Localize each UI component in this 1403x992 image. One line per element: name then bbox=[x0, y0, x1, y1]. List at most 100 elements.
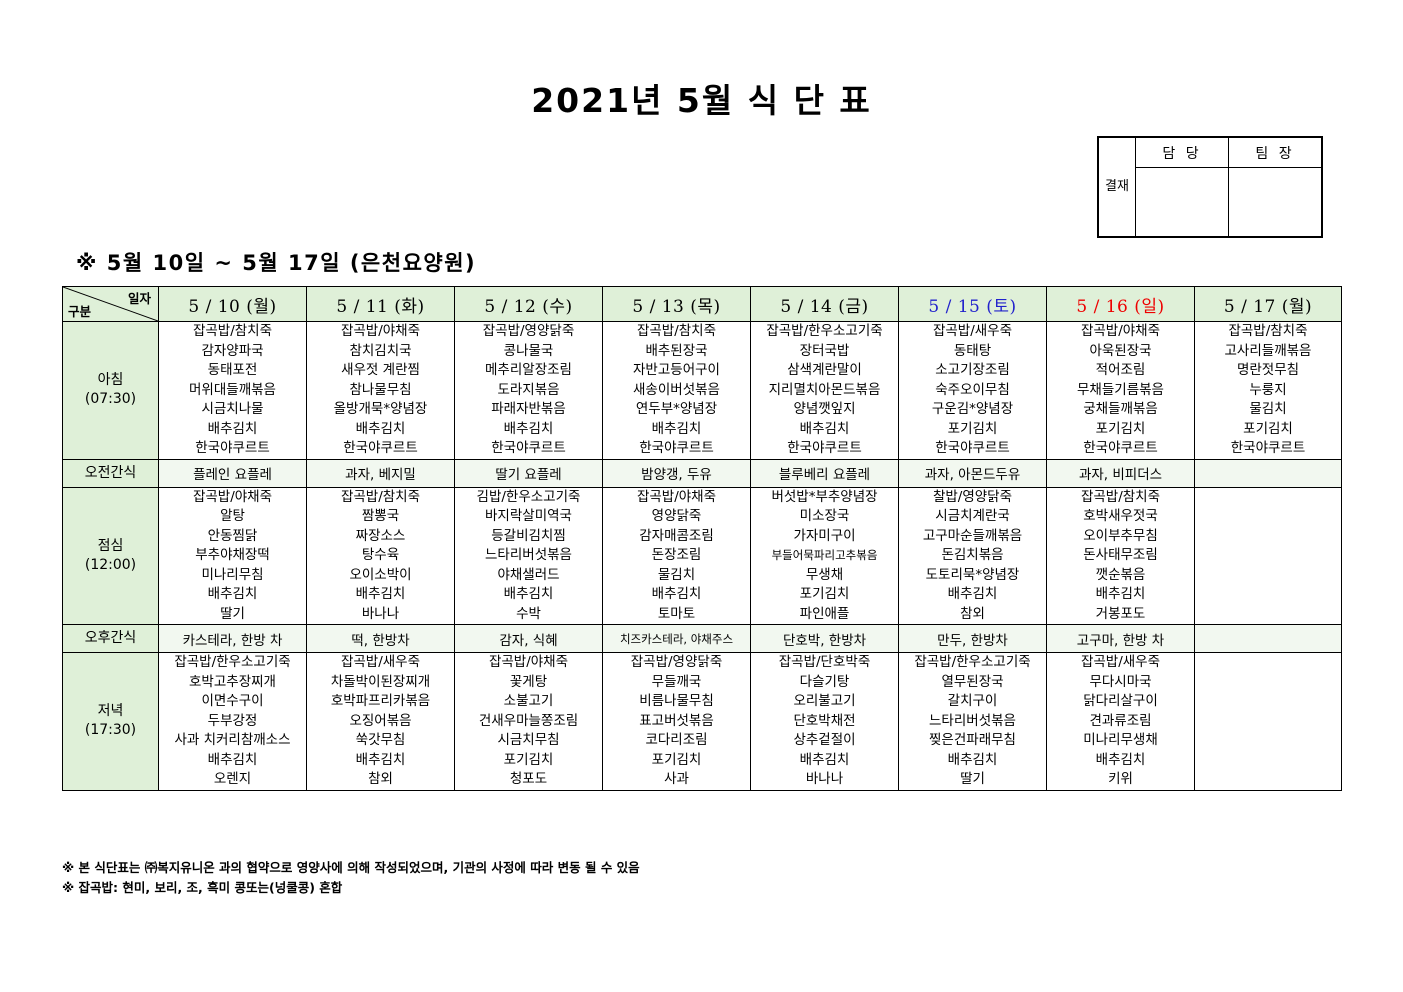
menu-item: 한국야쿠르트 bbox=[1083, 440, 1158, 456]
breakfast-row-cell-6[interactable]: 잡곡밥/새우죽 동태탕 소고기장조림 숙주오이무침 구운김*양념장 포기김치 한국야쿠르트 bbox=[898, 321, 1047, 460]
diagonal-divider-icon bbox=[63, 287, 158, 321]
approval-stamp-label: 결재 bbox=[1098, 137, 1136, 237]
menu-item: 머위대들깨볶음 bbox=[189, 381, 276, 398]
lunch-row-cell-6[interactable]: 찰밥/영양닭죽 시금치계란국 고구마순들깨볶음 돈김치볶음 도토리묵*양념장 배추김치 참외 bbox=[898, 486, 1047, 625]
afternoon-snack-row-cell-2[interactable]: 떡, 한방차 bbox=[306, 624, 455, 653]
dinner-row-cell-3[interactable]: 잡곡밥/야채죽 꽃게탕 소불고기 건새우마늘쫑조림 시금치무침 포기김치 청포도 bbox=[454, 652, 603, 791]
lunch-row-cell-5[interactable]: 버섯밥*부추양념장 미소장국 가자미구이 부들어묵파리고추볶음 무생채 포기김치 파인애플 bbox=[750, 486, 899, 625]
menu-item: 바나나 bbox=[361, 605, 400, 622]
afternoon-snack-row-cell-5[interactable]: 단호박, 한방차 bbox=[750, 624, 899, 653]
menu-item: 찰밥/영양닭죽 bbox=[932, 488, 1013, 505]
breakfast-row-cell-8[interactable]: 잡곡밥/참치죽 고사리들깨볶음 명란젓무침 누룽지 물김치 포기김치 한국야쿠르트 bbox=[1194, 321, 1342, 460]
menu-item: 이면수구이 bbox=[201, 693, 264, 709]
menu-item: 고사리들깨볶음 bbox=[1224, 342, 1312, 359]
menu-item: 무들깨국 bbox=[651, 673, 702, 690]
menu-item: 등갈비김치찜 bbox=[491, 527, 566, 544]
menu-item: 상추겉절이 bbox=[793, 732, 856, 748]
afternoon-snack-row-cell-6[interactable]: 만두, 한방차 bbox=[898, 624, 1047, 653]
approval-signature-team-leader[interactable] bbox=[1228, 167, 1322, 237]
menu-item: 숙주오이무침 bbox=[935, 381, 1010, 398]
menu-item: 표고버섯볶음 bbox=[639, 712, 714, 729]
day-header-1: 5 / 10 (월) bbox=[158, 286, 307, 322]
morning-snack-row-cell-1[interactable]: 플레인 요플레 bbox=[158, 458, 307, 488]
menu-item: 호박파프리카볶음 bbox=[330, 693, 431, 709]
menu-item: 수박 bbox=[516, 605, 541, 622]
menu-item: 포기김치 bbox=[1095, 420, 1146, 437]
menu-item: 새우젓 계란찜 bbox=[341, 362, 420, 378]
menu-item: 딸기 bbox=[220, 605, 245, 622]
menu-item: 감자매콤조림 bbox=[639, 527, 714, 544]
date-range-subtitle: ※ 5월 10일 ~ 5월 17일 (은천요양원) bbox=[76, 251, 477, 275]
menu-item: 무생채 bbox=[805, 566, 844, 583]
menu-item: 잡곡밥/새우죽 bbox=[340, 654, 421, 670]
breakfast-row: 아침 (07:30) 잡곡밥/참치죽 감자양파국 동태포전 머위대들깨볶음 시금치나물 배추김… bbox=[62, 321, 1342, 460]
breakfast-row-label: 아침 (07:30) bbox=[62, 321, 159, 460]
afternoon-snack-row-cell-8[interactable] bbox=[1194, 624, 1342, 653]
menu-item: 양념깻잎지 bbox=[793, 401, 856, 417]
dinner-row-cell-4[interactable]: 잡곡밥/영양닭죽 무들깨국 비름나물무침 표고버섯볶음 코다리조림 포기김치 사과 bbox=[602, 652, 751, 791]
menu-item: 소불고기 bbox=[503, 693, 554, 709]
breakfast-row-cell-5[interactable]: 잡곡밥/한우소고기죽 장터국밥 삼색계란말이 지리멸치아몬드볶음 양념깻잎지 배추김치 한국… bbox=[750, 321, 899, 460]
menu-item: 잡곡밥/야채죽 bbox=[1080, 323, 1161, 339]
menu-item: 부추야채장떡 bbox=[195, 547, 270, 563]
menu-item: 고구마순들깨볶음 bbox=[922, 527, 1023, 544]
menu-item: 배추김치 bbox=[207, 586, 258, 602]
dinner-row-cell-6[interactable]: 잡곡밥/한우소고기죽 열무된장국 갈치구이 느타리버섯볶음 찢은건파래무침 배추김치 딸기 bbox=[898, 652, 1047, 791]
afternoon-snack-row-cell-4[interactable]: 치즈카스테라, 야채주스 bbox=[602, 624, 751, 653]
menu-item: 콩나물국 bbox=[503, 342, 554, 359]
day-header-2: 5 / 11 (화) bbox=[306, 286, 455, 322]
menu-item: 물김치 bbox=[1249, 401, 1287, 417]
menu-item: 찢은건파래무침 bbox=[929, 732, 1016, 748]
dinner-row-cell-2[interactable]: 잡곡밥/새우죽 차돌박이된장찌개 호박파프리카볶음 오징어볶음 쑥갓무침 배추김치 참외 bbox=[306, 652, 455, 791]
menu-item: 잡곡밥/야채죽 bbox=[340, 323, 421, 339]
morning-snack-row-cell-6[interactable]: 과자, 아몬드두유 bbox=[898, 458, 1047, 488]
menu-header-row: 일자 구분 5 / 10 (월) 5 / 11 (화) 5 / 12 (수) 5 / 13… bbox=[62, 286, 1342, 322]
morning-snack-row-cell-2[interactable]: 과자, 베지밀 bbox=[306, 458, 455, 488]
table-corner-cell: 일자 구분 bbox=[62, 286, 159, 322]
breakfast-row-cell-3[interactable]: 잡곡밥/영양닭죽 콩나물국 메추리알장조림 도라지볶음 파래자반볶음 배추김치 한국야쿠르트 bbox=[454, 321, 603, 460]
menu-item: 느타리버섯볶음 bbox=[929, 712, 1016, 729]
lunch-row-cell-8[interactable] bbox=[1194, 486, 1342, 625]
dinner-row-cell-7[interactable]: 잡곡밥/새우죽 무다시마국 닭다리살구이 견과류조림 미나리무생채 배추김치 키위 bbox=[1046, 652, 1195, 791]
lunch-row: 점심 (12:00) 잡곡밥/야채죽 알탕 안동찜닭 부추야채장떡 미나리무침 배추김치 딸기 잡… bbox=[62, 486, 1342, 625]
menu-item: 잡곡밥/영양닭죽 bbox=[630, 654, 723, 670]
breakfast-row-cell-7[interactable]: 잡곡밥/야채죽 아욱된장국 적어조림 무채들기름볶음 궁채들깨볶음 포기김치 한국야쿠르트 bbox=[1046, 321, 1195, 460]
menu-item: 올방개묵*양념장 bbox=[333, 401, 428, 417]
day-header-3: 5 / 12 (수) bbox=[454, 286, 603, 322]
breakfast-row-cell-1[interactable]: 잡곡밥/참치죽 감자양파국 동태포전 머위대들깨볶음 시금치나물 배추김치 한국야쿠르트 bbox=[158, 321, 307, 460]
menu-item: 오리불고기 bbox=[793, 693, 856, 709]
morning-snack-row-cell-5[interactable]: 블루베리 요플레 bbox=[750, 458, 899, 488]
morning-snack-row-cell-3[interactable]: 딸기 요플레 bbox=[454, 458, 603, 488]
afternoon-snack-row-cell-3[interactable]: 감자, 식혜 bbox=[454, 624, 603, 653]
menu-item: 배추김치 bbox=[651, 420, 702, 437]
dinner-row-cell-5[interactable]: 잡곡밥/단호박죽 다슬기탕 오리불고기 단호박채전 상추겉절이 배추김치 바나나 bbox=[750, 652, 899, 791]
lunch-row-cell-1[interactable]: 잡곡밥/야채죽 알탕 안동찜닭 부추야채장떡 미나리무침 배추김치 딸기 bbox=[158, 486, 307, 625]
menu-item: 김밥/한우소고기죽 bbox=[476, 488, 581, 505]
menu-item: 오이소박이 bbox=[349, 566, 412, 583]
menu-item: 도라지볶음 bbox=[497, 381, 560, 398]
lunch-row-cell-4[interactable]: 잡곡밥/야채죽 영양닭죽 감자매콤조림 돈장조림 물김치 배추김치 토마토 bbox=[602, 486, 751, 625]
menu-item: 연두부*양념장 bbox=[635, 401, 718, 417]
dinner-row-cell-1[interactable]: 잡곡밥/한우소고기죽 호박고추장찌개 이면수구이 두부강정 사과 치커리참깨소스 배추김치… bbox=[158, 652, 307, 791]
breakfast-row-cell-4[interactable]: 잡곡밥/참치죽 배추된장국 자반고등어구이 새송이버섯볶음 연두부*양념장 배추김치 한국야… bbox=[602, 321, 751, 460]
menu-item: 파래자반볶음 bbox=[491, 401, 566, 417]
lunch-row-cell-2[interactable]: 잡곡밥/참치죽 짬뽕국 짜장소스 탕수육 오이소박이 배추김치 바나나 bbox=[306, 486, 455, 625]
lunch-row-cell-7[interactable]: 잡곡밥/참치죽 호박새우젓국 오이부추무침 돈사태무조림 깻순볶음 배추김치 거봉포도 bbox=[1046, 486, 1195, 625]
menu-item: 잡곡밥/참치죽 bbox=[192, 323, 273, 339]
menu-item: 궁채들깨볶음 bbox=[1083, 401, 1158, 417]
breakfast-row-cell-2[interactable]: 잡곡밥/야채죽 참치김치국 새우젓 계란찜 참나물무침 올방개묵*양념장 배추김치 한국야쿠… bbox=[306, 321, 455, 460]
morning-snack-row-cell-4[interactable]: 밤양갱, 두유 bbox=[602, 458, 751, 488]
afternoon-snack-row-cell-1[interactable]: 카스테라, 한방 차 bbox=[158, 624, 307, 653]
menu-table: 일자 구분 5 / 10 (월) 5 / 11 (화) 5 / 12 (수) 5 / 13… bbox=[62, 286, 1342, 791]
menu-item: 잡곡밥/야채죽 bbox=[636, 488, 717, 505]
menu-item: 사과 치커리참깨소스 bbox=[174, 732, 291, 748]
afternoon-snack-row-cell-7[interactable]: 고구마, 한방 차 bbox=[1046, 624, 1195, 653]
morning-snack-row-cell-7[interactable]: 과자, 비피더스 bbox=[1046, 458, 1195, 488]
morning-snack-row-cell-8[interactable] bbox=[1194, 458, 1342, 488]
menu-item: 자반고등어구이 bbox=[633, 362, 720, 378]
menu-item: 물김치 bbox=[657, 566, 696, 583]
menu-item: 장터국밥 bbox=[799, 342, 850, 359]
dinner-row-cell-8[interactable] bbox=[1194, 652, 1342, 791]
lunch-row-cell-3[interactable]: 김밥/한우소고기죽 바지락살미역국 등갈비김치찜 느타리버섯볶음 야채샐러드 배추김치 수박 bbox=[454, 486, 603, 625]
approval-signature-manager[interactable] bbox=[1135, 167, 1229, 237]
